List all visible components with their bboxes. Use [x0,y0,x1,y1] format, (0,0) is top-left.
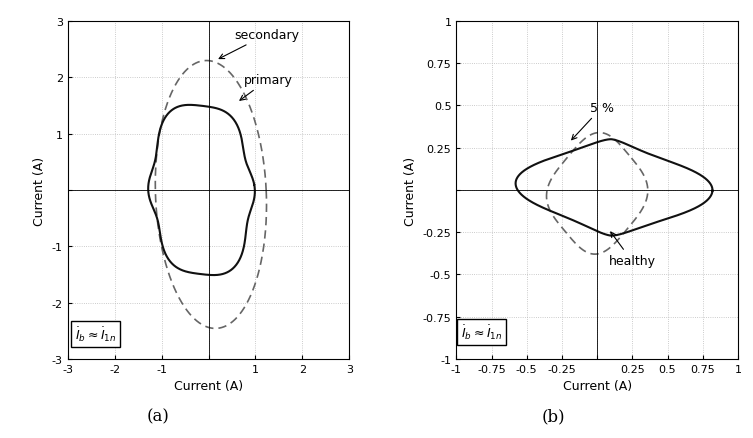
Text: secondary: secondary [219,29,300,60]
Y-axis label: Current (A): Current (A) [404,156,417,225]
Text: (b): (b) [541,407,566,424]
Text: healthy: healthy [608,233,655,268]
Text: primary: primary [240,74,293,101]
Y-axis label: Current (A): Current (A) [33,156,46,225]
Text: 5 %: 5 % [572,101,614,140]
X-axis label: Current (A): Current (A) [562,380,632,392]
Text: $\dot{I}_b \approx \dot{I}_{1n}$: $\dot{I}_b \approx \dot{I}_{1n}$ [461,323,502,342]
Text: $\dot{I}_b \approx \dot{I}_{1n}$: $\dot{I}_b \approx \dot{I}_{1n}$ [75,325,116,343]
X-axis label: Current (A): Current (A) [174,380,243,392]
Text: (a): (a) [147,407,169,424]
